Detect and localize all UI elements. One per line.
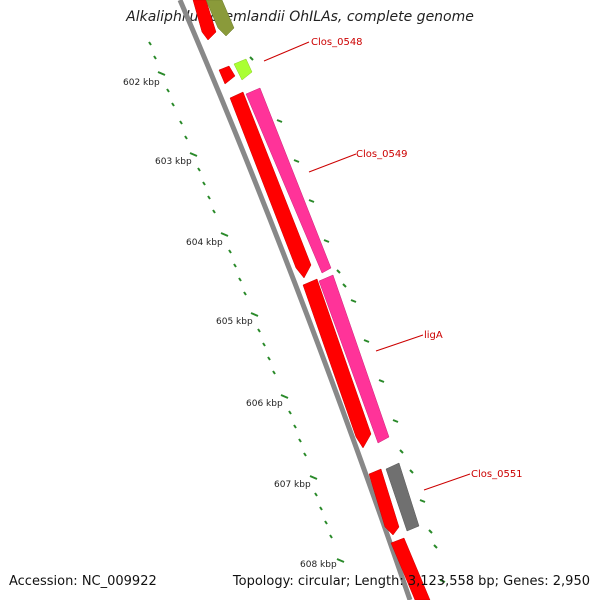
genome-backbone [177, 0, 413, 600]
gene-feature-olive [205, 0, 235, 37]
gene-label-clos-0551[interactable]: Clos_0551 [471, 469, 523, 480]
cds-feature [192, 0, 217, 41]
cds-feature [218, 65, 236, 85]
kbp-label-608: 608 kbp [300, 560, 337, 570]
major-tick-track [157, 71, 345, 563]
cds-track [192, 0, 431, 600]
gene-track [205, 0, 420, 532]
topology-text: Topology: circular; Length: 3,123,558 bp… [232, 574, 590, 589]
accession-text: Accession: NC_009922 [9, 574, 157, 589]
kbp-label-603: 603 kbp [155, 157, 192, 167]
gene-feature-liga [318, 274, 390, 444]
kbp-label-607: 607 kbp [274, 480, 311, 490]
kbp-label-605: 605 kbp [216, 317, 253, 327]
inner-tick-track [148, 41, 333, 539]
kbp-label-606: 606 kbp [246, 399, 283, 409]
gene-feature-clos0548 [233, 58, 253, 81]
label-callouts [263, 41, 471, 491]
cds-feature [302, 278, 372, 449]
cds-feature [390, 537, 431, 600]
cds-feature [229, 91, 312, 279]
gene-feature-clos0551 [385, 462, 420, 532]
cds-feature [368, 468, 400, 536]
outer-tick-track [249, 56, 446, 583]
gene-label-clos-0548[interactable]: Clos_0548 [311, 37, 363, 48]
kbp-label-602: 602 kbp [123, 78, 160, 88]
gene-feature-clos0549 [245, 87, 332, 274]
gene-label-liga[interactable]: ligA [424, 330, 443, 341]
kbp-label-604: 604 kbp [186, 238, 223, 248]
gene-label-clos-0549[interactable]: Clos_0549 [356, 149, 408, 160]
